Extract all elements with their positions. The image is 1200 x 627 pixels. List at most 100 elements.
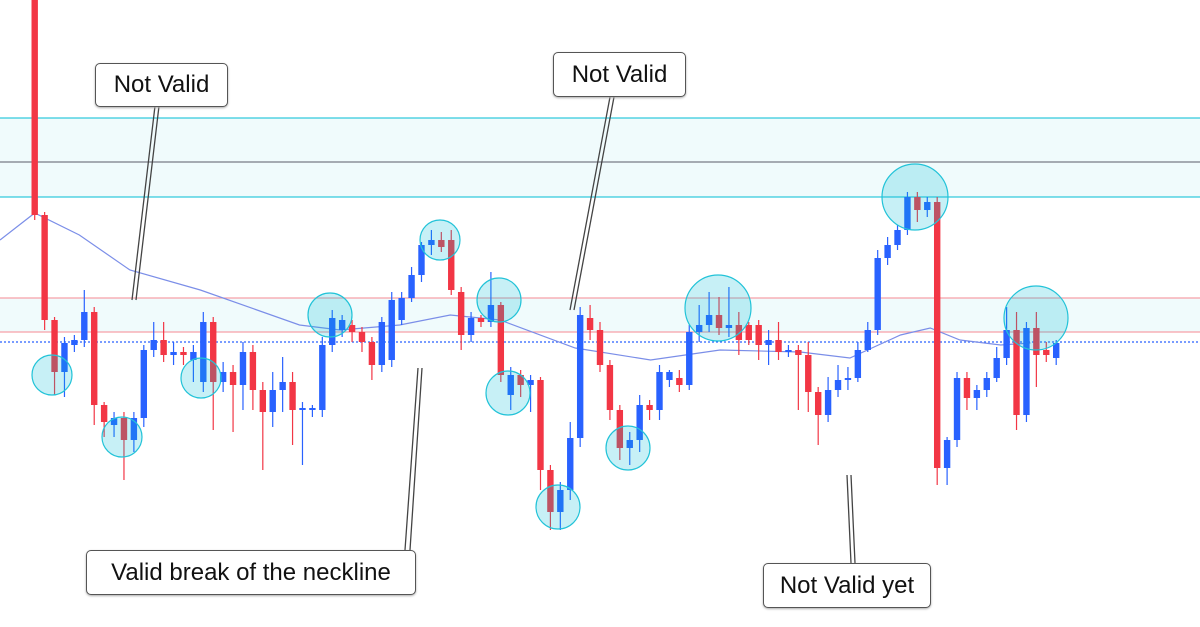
candle-body (705, 315, 713, 325)
candle-body (289, 382, 296, 410)
candle-body (388, 300, 395, 360)
candle-body (219, 372, 227, 382)
candle-body (81, 312, 88, 340)
candle-body (963, 378, 971, 398)
candle-body (1013, 330, 1020, 415)
candle-body (854, 350, 862, 378)
candle-body (170, 352, 177, 355)
candle-body (626, 440, 633, 448)
zone (0, 118, 1200, 197)
annotation: Valid break of the neckline (86, 550, 416, 595)
callout-line (131, 105, 160, 301)
candle-body (61, 343, 68, 372)
candle-body (477, 318, 485, 322)
candle-body (438, 240, 445, 247)
candle-body (686, 332, 693, 385)
candle-body (795, 350, 802, 355)
candle-body (1052, 343, 1060, 358)
highlight-circle (307, 292, 353, 338)
candle-body (51, 320, 58, 372)
candle-body (398, 298, 405, 320)
candle-body (616, 410, 624, 448)
candle-body (517, 375, 524, 385)
candle-body (309, 408, 316, 410)
candle-body (418, 245, 425, 275)
candle-body (319, 345, 326, 410)
candle-body (1023, 328, 1030, 415)
candle-body (775, 340, 782, 352)
candle-body (249, 352, 257, 390)
candle-body (557, 490, 564, 512)
highlight-circle (535, 484, 581, 530)
candle-body (31, 0, 38, 215)
candle-body (765, 340, 772, 345)
candle-body (636, 405, 643, 440)
candle-body (239, 352, 247, 385)
candle-body (874, 258, 881, 330)
candle-body (329, 318, 336, 345)
candle-body (150, 340, 157, 350)
candle-body (41, 215, 48, 320)
highlight-circle (1003, 285, 1069, 351)
candle-body (576, 315, 584, 438)
candle-body (904, 197, 911, 230)
candle-body (676, 378, 683, 385)
candle-body (200, 322, 207, 382)
candle-body (993, 358, 1000, 378)
candle-body (715, 315, 723, 328)
candle-body (725, 325, 733, 328)
candle-body (348, 325, 356, 332)
annotation: Not Valid (95, 63, 228, 107)
highlight-circle (684, 274, 752, 342)
callout-lines (131, 96, 856, 564)
candle-body (884, 245, 891, 258)
candle-body (368, 342, 376, 365)
candle-body (229, 372, 237, 385)
highlight-circle (605, 425, 651, 471)
callout-line (404, 367, 423, 551)
candle-body (924, 202, 931, 210)
candle-body (140, 350, 148, 418)
candle-body (586, 318, 594, 330)
candle-body (755, 325, 762, 345)
candle-body (656, 372, 663, 410)
annotation: Not Valid (553, 52, 686, 97)
highlight-circle (101, 416, 143, 458)
candle-body (120, 418, 128, 440)
candle-body (983, 378, 990, 390)
candle-body (507, 375, 514, 395)
candle-body (567, 438, 574, 490)
candle-body (695, 325, 703, 332)
highlight-circle (881, 163, 949, 231)
highlight-circle (419, 219, 461, 261)
candle-body (646, 405, 653, 410)
candle-body (824, 390, 832, 415)
candle-body (596, 330, 604, 365)
candle-body (299, 408, 306, 410)
candle-body (497, 305, 505, 375)
candle-body (973, 390, 981, 398)
candle-body (527, 380, 534, 385)
candle-body (834, 380, 842, 390)
candle-body (269, 390, 276, 412)
highlight-circle (485, 370, 531, 416)
highlight-circle (180, 357, 222, 399)
candle-body (71, 340, 78, 345)
candle-body (130, 418, 138, 440)
candle-body (537, 380, 544, 470)
candle-body (190, 352, 197, 360)
candle-body (210, 322, 217, 382)
moving-average (0, 212, 1031, 361)
candle-body (606, 365, 614, 410)
candle-body (91, 312, 98, 405)
callout-line (569, 96, 615, 311)
callout-line (846, 474, 856, 564)
candle-body (100, 405, 108, 422)
candle-body (457, 292, 465, 335)
candle-body (408, 275, 415, 298)
candle-body (953, 378, 961, 440)
candle-body (943, 440, 951, 468)
candle-body (428, 240, 435, 245)
candle-body (338, 320, 346, 330)
candle-body (180, 352, 187, 355)
